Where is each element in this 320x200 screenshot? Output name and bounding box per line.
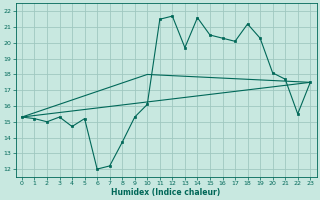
X-axis label: Humidex (Indice chaleur): Humidex (Indice chaleur) <box>111 188 221 197</box>
